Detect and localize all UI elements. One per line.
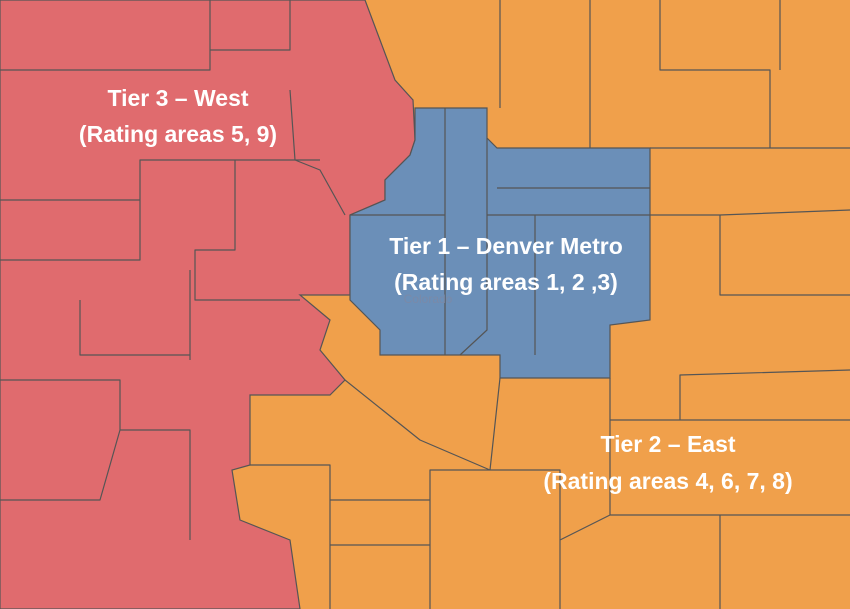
region-title: Tier 1 – Denver Metro [389, 233, 623, 259]
tier-1-region [349, 107, 651, 379]
region-subtitle: (Rating areas 4, 6, 7, 8) [543, 468, 792, 494]
region-title: Tier 2 – East [600, 431, 735, 457]
region-subtitle: (Rating areas 5, 9) [79, 121, 277, 147]
tier-3-region [0, 0, 416, 609]
region-subtitle: (Rating areas 1, 2 ,3) [394, 269, 618, 295]
map-label: Colorado [404, 292, 453, 306]
region-title: Tier 3 – West [107, 85, 248, 111]
